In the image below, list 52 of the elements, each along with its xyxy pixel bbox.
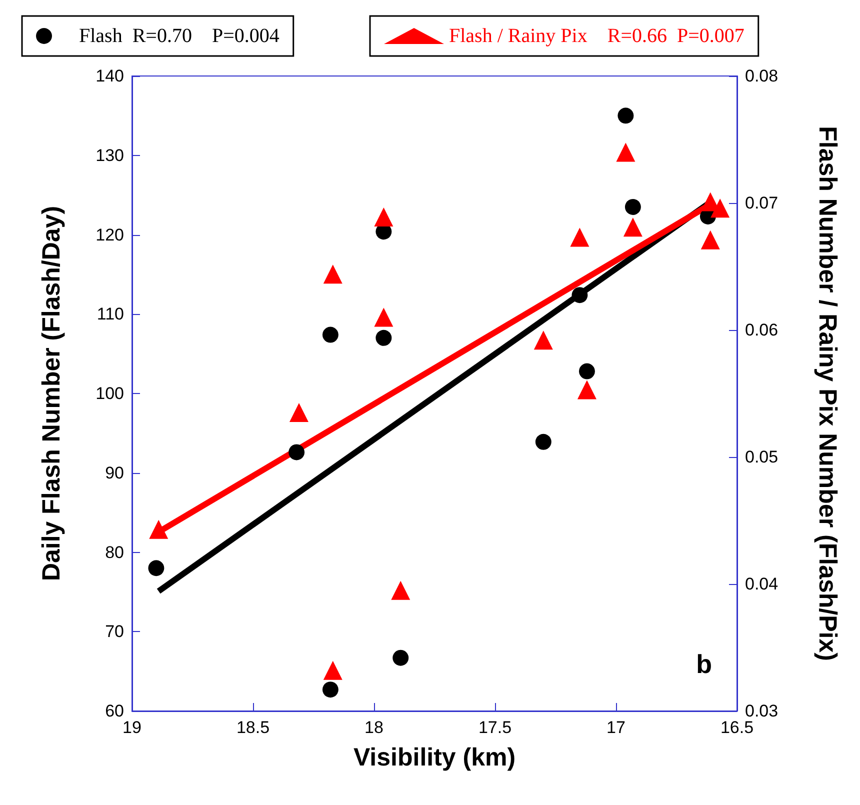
point xyxy=(700,230,720,250)
y-tick-label: 100 xyxy=(96,384,124,403)
point xyxy=(149,520,168,539)
point xyxy=(578,363,595,380)
point xyxy=(710,198,730,218)
y2-tick-label: 0.04 xyxy=(745,574,778,594)
point xyxy=(322,682,338,698)
point xyxy=(376,330,392,346)
point xyxy=(289,403,308,422)
y-axis-title: Daily Flash Number (Flash/Day) xyxy=(38,206,66,582)
y2-tick-label: 0.05 xyxy=(745,448,778,466)
point xyxy=(392,650,409,666)
x-tick-label: 17.5 xyxy=(478,718,512,737)
x-tick-label: 17 xyxy=(606,718,626,737)
point xyxy=(374,308,394,327)
y-tick-label: 70 xyxy=(105,622,124,642)
point xyxy=(624,198,641,215)
point xyxy=(570,228,590,247)
point xyxy=(572,287,588,304)
y-tick-label: 140 xyxy=(96,66,124,86)
x-tick-label: 16.5 xyxy=(720,718,754,737)
legend-label: Flash R=0.70 P=0.004 xyxy=(79,25,280,47)
y-tick-label: 110 xyxy=(96,304,124,324)
y2-tick-label: 0.08 xyxy=(745,66,778,86)
y-tick-label: 120 xyxy=(96,225,124,244)
annotation: b xyxy=(696,649,712,679)
point xyxy=(148,560,164,576)
point xyxy=(618,108,634,124)
point xyxy=(535,434,552,450)
point xyxy=(322,326,338,343)
point xyxy=(323,660,342,680)
y2-tick-label: 0.06 xyxy=(745,320,778,340)
y2-axis-title: Flash Number / Rainy Pix Number (Flash/Pix) xyxy=(814,126,842,661)
point xyxy=(288,444,305,460)
y2-tick-label: 0.03 xyxy=(745,702,778,720)
x-tick-label: 18 xyxy=(364,718,384,737)
point xyxy=(623,218,642,237)
point xyxy=(534,330,553,350)
y2-tick-label: 0.07 xyxy=(745,194,778,212)
y-tick-label: 130 xyxy=(96,146,124,165)
y-tick-label: 60 xyxy=(105,702,124,720)
point xyxy=(374,207,394,226)
x-tick-label: 19 xyxy=(122,718,142,737)
x-axis-title: Visibility (km) xyxy=(353,744,516,772)
point xyxy=(323,264,342,284)
point xyxy=(577,380,596,400)
legend-label: Flash / Rainy Pix R=0.66 P=0.007 xyxy=(449,25,744,47)
x-tick-label: 18.5 xyxy=(236,718,270,737)
y-tick-label: 80 xyxy=(105,542,124,562)
point xyxy=(616,142,636,162)
point xyxy=(391,580,410,600)
y-tick-label: 90 xyxy=(105,463,124,482)
